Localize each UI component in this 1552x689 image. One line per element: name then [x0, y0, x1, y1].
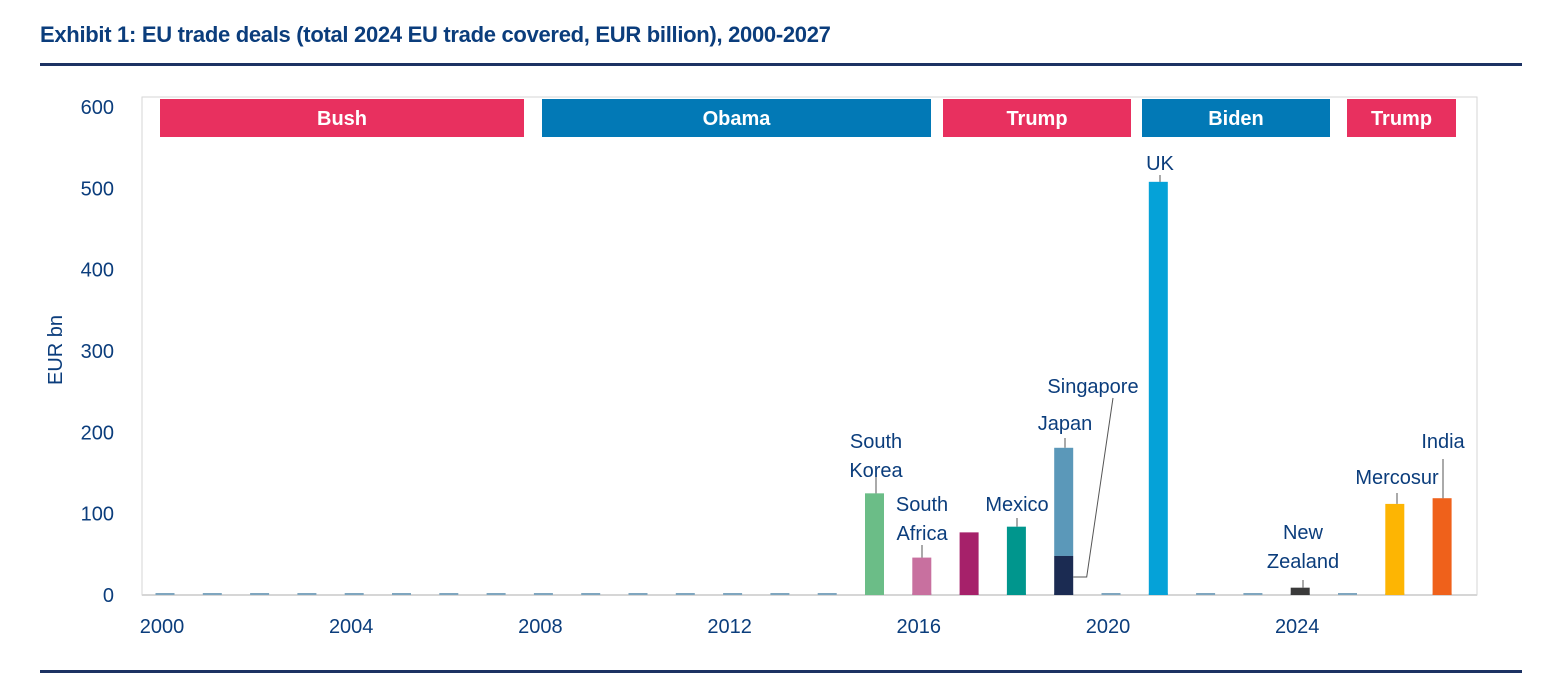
data-label: South: [850, 431, 902, 453]
era-label: Obama: [703, 108, 772, 130]
baseline-stub: [581, 593, 601, 595]
baseline-stub: [723, 593, 743, 595]
bottom-rule: [40, 670, 1522, 673]
chart-title: Exhibit 1: EU trade deals (total 2024 EU…: [40, 22, 831, 47]
plot-frame: [141, 96, 1478, 596]
y-axis-label: EUR bn: [45, 315, 67, 385]
baseline-stub: [392, 593, 411, 595]
data-label: South: [896, 494, 948, 516]
x-tick-label: 2000: [140, 616, 185, 638]
y-tick-label: 600: [81, 97, 114, 119]
data-label: India: [1421, 431, 1465, 453]
y-tick-label: 500: [81, 178, 114, 200]
era-label: Biden: [1208, 108, 1264, 130]
bar-japan: [1054, 447, 1074, 556]
baseline-stub: [297, 593, 317, 595]
y-tick-label: 400: [81, 260, 114, 282]
bar-unlabeled: [959, 532, 979, 595]
baseline-stub: [1196, 593, 1216, 595]
y-tick-label: 200: [81, 422, 114, 444]
bar-uk: [1148, 181, 1168, 595]
data-label: New: [1283, 522, 1324, 544]
x-tick-label: 2024: [1275, 616, 1320, 638]
era-label: Trump: [1371, 108, 1432, 130]
baseline-stub: [155, 593, 175, 595]
baseline-stub: [250, 593, 270, 595]
data-label: Mexico: [985, 494, 1048, 516]
baseline-stub: [675, 593, 695, 595]
baseline-stub: [533, 593, 553, 595]
leader-line: [1073, 397, 1114, 578]
data-label: Japan: [1038, 413, 1093, 435]
x-tick-label: 2012: [707, 616, 752, 638]
baseline-stub: [817, 593, 837, 595]
era-banner: [1347, 99, 1456, 137]
baseline-stub: [1243, 593, 1263, 595]
x-tick-label: 2004: [329, 616, 374, 638]
data-label: Mercosur: [1355, 467, 1439, 489]
bar-south-korea: [865, 493, 884, 595]
bar-india: [1432, 498, 1452, 595]
era-banner: [160, 99, 524, 137]
baseline-stub: [486, 593, 506, 595]
data-label: Africa: [896, 523, 948, 545]
baseline-stub: [770, 593, 790, 595]
data-label: Singapore: [1047, 376, 1138, 398]
era-label: Bush: [317, 108, 367, 130]
era-banner: [943, 99, 1131, 137]
bar-mercosur: [1385, 503, 1405, 595]
data-label: Zealand: [1267, 551, 1339, 573]
baseline-stub: [344, 593, 364, 595]
bar-south-africa: [912, 557, 932, 595]
era-banner: [542, 99, 931, 137]
y-tick-label: 100: [81, 504, 114, 526]
baseline-stub: [1101, 593, 1121, 595]
data-label: Korea: [849, 460, 903, 482]
x-tick-label: 2020: [1086, 616, 1131, 638]
data-label: UK: [1146, 153, 1174, 175]
baseline-stub: [628, 593, 648, 595]
x-tick-label: 2008: [518, 616, 563, 638]
x-tick-label: 2016: [897, 616, 942, 638]
baseline-stub: [202, 593, 222, 595]
baseline-stub: [1338, 593, 1357, 595]
bar-mexico: [1006, 526, 1026, 595]
era-banner: [1142, 99, 1330, 137]
bar-new-zealand: [1290, 587, 1310, 595]
bar-singapore: [1054, 555, 1074, 595]
top-rule: [40, 63, 1522, 66]
baseline-stub: [439, 593, 459, 595]
era-label: Trump: [1006, 108, 1067, 130]
y-tick-label: 0: [103, 585, 114, 607]
y-tick-label: 300: [81, 341, 114, 363]
